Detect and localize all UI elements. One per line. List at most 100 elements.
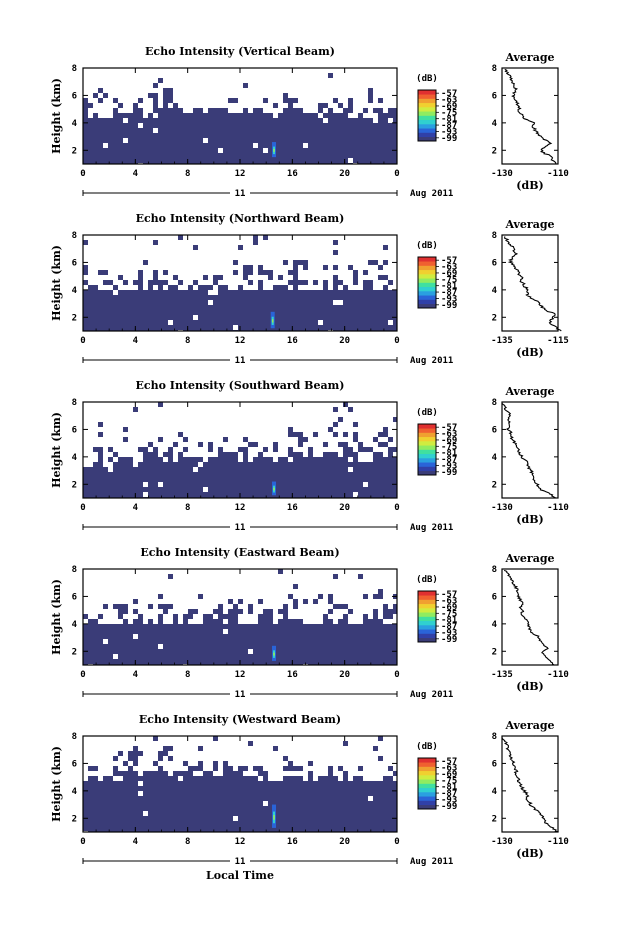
echo-cell	[223, 771, 228, 776]
echo-cell	[133, 654, 138, 659]
echo-cell	[98, 781, 103, 786]
echo-cell	[178, 108, 183, 113]
colorbar-tick-label: -57	[441, 256, 457, 266]
echo-cell	[128, 781, 133, 786]
echo-cell	[103, 806, 108, 811]
echo-cell	[328, 148, 333, 153]
echo-cell	[118, 791, 123, 796]
echo-cell	[288, 786, 293, 791]
echo-cell	[103, 492, 108, 497]
echo-cell	[148, 492, 153, 497]
echo-cell	[283, 472, 288, 477]
echo-cell	[363, 821, 368, 826]
echo-cell	[253, 472, 258, 477]
echo-cell	[213, 761, 218, 766]
colorbar-tick-label: -81	[441, 449, 457, 459]
echo-cell	[343, 786, 348, 791]
echo-cell	[308, 649, 313, 654]
echo-cell	[238, 477, 243, 482]
echo-cell	[288, 148, 293, 153]
echo-cell	[188, 766, 193, 771]
echo-cell	[233, 609, 238, 614]
echo-cell	[88, 816, 93, 821]
echo-cell	[338, 153, 343, 158]
echo-cell	[333, 240, 338, 245]
echo-cell	[393, 811, 397, 816]
echo-cell	[383, 654, 388, 659]
echo-cell	[198, 158, 203, 163]
echo-cell	[163, 113, 168, 118]
echo-cell	[88, 492, 93, 497]
echo-cell	[298, 457, 303, 462]
echo-cell	[233, 482, 238, 487]
echo-cell	[288, 659, 293, 664]
echo-cell	[273, 103, 278, 108]
colorbar-swatch	[418, 804, 436, 810]
echo-cell	[313, 811, 318, 816]
y-tick-label: 6	[72, 759, 77, 769]
echo-cell	[363, 153, 368, 158]
echo-cell	[358, 776, 363, 781]
echo-cell	[238, 295, 243, 300]
average-y-tick-label: 4	[492, 453, 498, 463]
echo-cell	[163, 452, 168, 457]
echo-cell	[368, 467, 373, 472]
colorbar-tick-label: -99	[441, 134, 457, 144]
echo-cell	[173, 771, 178, 776]
echo-cell	[373, 806, 378, 811]
echo-cell	[143, 158, 148, 163]
echo-cell	[168, 108, 173, 113]
echo-cell	[258, 452, 263, 457]
echo-cell	[278, 639, 283, 644]
echo-cell	[328, 801, 333, 806]
echo-cell	[263, 472, 268, 477]
echo-cell	[163, 320, 168, 325]
echo-cell	[128, 158, 133, 163]
echo-cell	[173, 295, 178, 300]
colorbar-swatch	[418, 303, 436, 309]
echo-cell	[173, 305, 178, 310]
echo-cell	[173, 133, 178, 138]
echo-cell	[383, 487, 388, 492]
echo-cell	[283, 806, 288, 811]
echo-cell	[148, 305, 153, 310]
echo-cell	[323, 295, 328, 300]
echo-cell	[343, 619, 348, 624]
echo-cell	[223, 634, 228, 639]
echo-cell	[258, 123, 263, 128]
echo-cell	[353, 422, 358, 427]
echo-cell	[218, 796, 223, 801]
echo-cell	[188, 118, 193, 123]
colorbar-swatch	[418, 637, 436, 643]
echo-cell	[88, 821, 93, 826]
echo-cell	[258, 477, 263, 482]
echo-cell	[163, 649, 168, 654]
echo-cell	[373, 133, 378, 138]
echo-cell	[118, 472, 123, 477]
echo-cell	[208, 138, 213, 143]
echo-cell	[323, 153, 328, 158]
colorbar-frame	[417, 757, 437, 810]
echo-cell	[373, 310, 378, 315]
echo-cell	[118, 467, 123, 472]
echo-cell	[158, 801, 163, 806]
echo-cell	[228, 614, 233, 619]
x-tick-label: 0	[394, 503, 399, 513]
echo-cell	[393, 138, 397, 143]
echo-cell	[208, 639, 213, 644]
colorbar-swatch	[418, 458, 436, 463]
echo-cell	[353, 482, 358, 487]
echo-cell	[148, 320, 153, 325]
echo-cell	[268, 786, 273, 791]
echo-cell	[238, 128, 243, 133]
echo-cell	[143, 138, 148, 143]
echo-cell	[308, 786, 313, 791]
echo-cell	[218, 629, 223, 634]
echo-cell	[228, 148, 233, 153]
echo-cell	[288, 467, 293, 472]
echo-cell	[308, 634, 313, 639]
echo-cell	[123, 816, 128, 821]
echo-cell	[158, 305, 163, 310]
echo-cell	[288, 153, 293, 158]
echo-cell	[118, 148, 123, 153]
